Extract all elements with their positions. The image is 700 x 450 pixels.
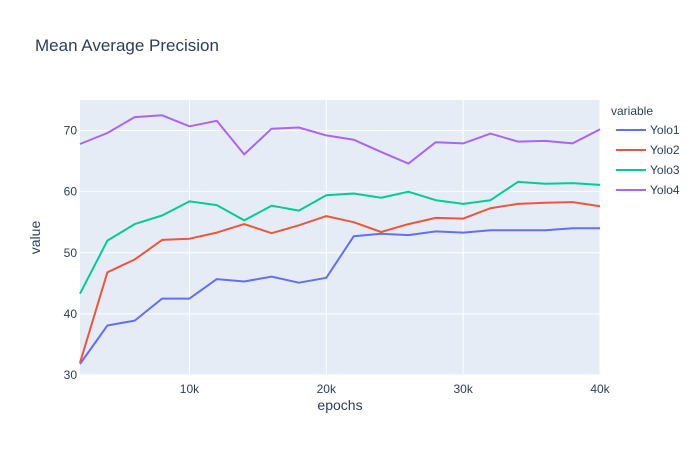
legend-label: Yolo2 xyxy=(650,143,680,157)
legend-label: Yolo1 xyxy=(650,123,680,137)
y-tick-label: 30 xyxy=(64,368,78,382)
x-tick-label: 40k xyxy=(590,382,610,396)
x-tick-label: 10k xyxy=(180,382,200,396)
legend-label: Yolo3 xyxy=(650,163,680,177)
legend-item-yolo3[interactable]: Yolo3 xyxy=(616,163,680,177)
y-axis-title: value xyxy=(27,221,43,255)
legend-item-yolo4[interactable]: Yolo4 xyxy=(616,183,680,197)
series-line-yolo1[interactable] xyxy=(79,227,600,365)
y-tick-label: 60 xyxy=(64,185,78,199)
series-line-yolo3[interactable] xyxy=(79,180,601,295)
legend-item-yolo1[interactable]: Yolo1 xyxy=(616,123,680,137)
y-tick-label: 40 xyxy=(64,307,78,321)
legend-item-yolo2[interactable]: Yolo2 xyxy=(616,143,680,157)
series-line-yolo4[interactable] xyxy=(79,114,601,165)
legend[interactable]: variable Yolo1 Yolo2 Yolo3 Yolo4 xyxy=(611,104,680,197)
x-axis-title: epochs xyxy=(317,397,362,413)
series-line-yolo2[interactable] xyxy=(79,201,601,364)
chart-title: Mean Average Precision xyxy=(35,36,219,55)
y-tick-label: 50 xyxy=(64,246,78,260)
legend-title: variable xyxy=(611,104,653,118)
legend-label: Yolo4 xyxy=(650,183,680,197)
y-tick-label: 70 xyxy=(64,124,78,138)
plot-area xyxy=(80,100,600,375)
x-tick-label: 20k xyxy=(317,382,337,396)
x-tick-label: 30k xyxy=(453,382,473,396)
